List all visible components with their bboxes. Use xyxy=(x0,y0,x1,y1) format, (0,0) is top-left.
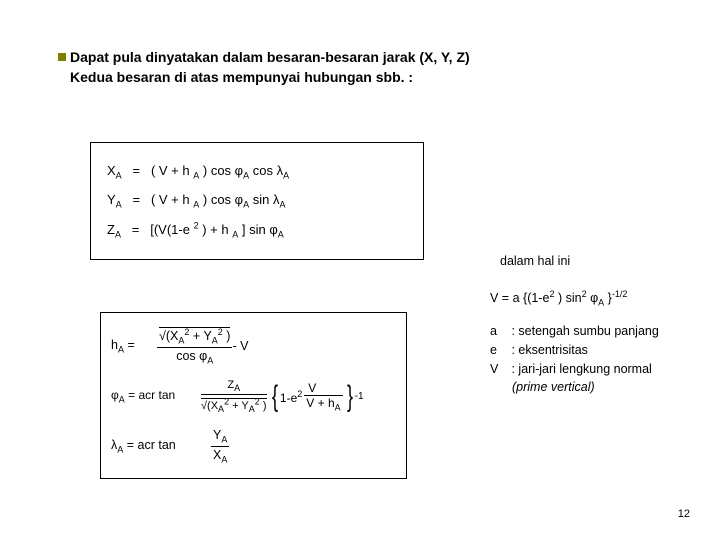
phiA-X2: 2 xyxy=(224,396,229,406)
phiA-1e2: 1-e2 xyxy=(280,389,302,405)
heading-line2: Kedua besaran di atas mempunyai hubungan… xyxy=(70,69,413,85)
dalam-hal-ini: dalam hal ini xyxy=(500,252,570,271)
eq2-sub: A xyxy=(116,200,122,210)
equations-box-1: XA = ( V + h A ) cos φA cos λA YA = ( V … xyxy=(90,142,424,260)
eq3-lhs: Z xyxy=(107,222,115,237)
hA-den-A: A xyxy=(207,355,213,365)
v-d: φ xyxy=(590,291,598,305)
v-b: a {(1-e xyxy=(513,291,550,305)
hA-num-post: ) xyxy=(226,329,230,343)
hA-frac: √(XA2 + YA2 ) cos φA xyxy=(157,327,232,365)
eq-ya: YA = ( V + h A ) cos φA sin λA xyxy=(107,186,407,215)
eq2-r-a: ( V + h xyxy=(151,192,193,207)
eq-xa: XA = ( V + h A ) cos φA cos λA xyxy=(107,157,407,186)
equations-box-2: hA = √(XA2 + YA2 ) cos φA - V φA = acr t xyxy=(100,312,407,479)
eq1-r-b: ) cos φ xyxy=(203,163,243,178)
eq1-sub: A xyxy=(116,171,122,181)
lamA-XA: A xyxy=(221,454,227,464)
e-label: e xyxy=(490,341,508,360)
phiA-e2: 2 xyxy=(297,389,302,399)
eq3-r-c: ] sin φ xyxy=(242,222,278,237)
eq1-r-a: ( V + h xyxy=(151,163,193,178)
hA-num-pre: √(X xyxy=(159,329,178,343)
eq3-phiA: A xyxy=(278,229,284,239)
bracket-r: } xyxy=(347,385,353,409)
phiA-den-mid: + Y xyxy=(232,400,249,412)
eq3-hA: A xyxy=(232,229,238,239)
eq1-phiA: A xyxy=(243,171,249,181)
eq2-r-c: sin λ xyxy=(253,192,280,207)
phiA-ZA: A xyxy=(234,383,240,393)
hA-X2: 2 xyxy=(184,327,189,337)
eq2-hA: A xyxy=(193,200,199,210)
v-c: ) sin xyxy=(558,291,582,305)
hA-XA: A xyxy=(178,336,184,346)
phiA-VhA: V + h xyxy=(306,396,334,410)
hA-Y2: 2 xyxy=(218,327,223,337)
page-number: 12 xyxy=(678,508,690,520)
eq2-lhs: Y xyxy=(107,192,116,207)
phiA-eq: = acr tan xyxy=(128,388,175,402)
a-label: a xyxy=(490,322,508,341)
v-phiA: A xyxy=(598,298,604,308)
lamA-eq: = acr tan xyxy=(127,438,176,452)
V-label: V xyxy=(490,360,508,379)
bracket-l: { xyxy=(272,385,278,409)
phiA-VhA-sub: A xyxy=(335,402,341,412)
eq2-phiA: A xyxy=(243,200,249,210)
hA-den: cos φ xyxy=(176,349,207,363)
bullet xyxy=(58,53,66,61)
phiA-tail: -1 xyxy=(355,391,364,402)
eq3-e2: 2 xyxy=(194,220,199,230)
v-e2: 2 xyxy=(549,289,554,299)
symbol-legend: a : setengah sumbu panjang e : eksentris… xyxy=(490,322,700,397)
v-definition: V = a {(1-e2 ) sin2 φA }-1/2 xyxy=(490,288,627,310)
V-text-b: (prime vertical) xyxy=(512,380,595,394)
v-a: V = xyxy=(490,291,513,305)
lamA-frac: YA XA xyxy=(211,428,229,464)
phiA-V: V xyxy=(308,381,316,395)
phiA-Y2: 2 xyxy=(255,396,260,406)
phiA-lhs: φ xyxy=(111,388,119,402)
eq1-lhs: X xyxy=(107,163,116,178)
hA-sub: A xyxy=(118,344,124,354)
eq-hA: hA = √(XA2 + YA2 ) cos φA - V xyxy=(111,327,396,365)
lamA-YA: A xyxy=(221,435,227,445)
eq3-r-a: [(V(1-e xyxy=(150,222,193,237)
V-text-a: : jari-jari lengkung normal xyxy=(511,362,651,376)
phiA-outer-frac: V V + hA xyxy=(304,381,342,412)
phiA-sub: A xyxy=(119,395,125,405)
dalam-text: dalam hal ini xyxy=(500,254,570,268)
eq3-r-b: ) + h xyxy=(202,222,232,237)
v-exp: -1/2 xyxy=(612,289,628,299)
hA-tail: - V xyxy=(232,339,248,353)
phiA-den-pre: √(X xyxy=(201,400,218,412)
eq1-lamA: A xyxy=(283,171,289,181)
a-text: : setengah sumbu panjang xyxy=(511,324,658,338)
eq2-r-b: ) cos φ xyxy=(203,192,243,207)
heading: Dapat pula dinyatakan dalam besaran-besa… xyxy=(70,48,470,87)
lamA-sub: A xyxy=(117,444,123,454)
eq1-hA: A xyxy=(193,171,199,181)
hA-YA: A xyxy=(212,336,218,346)
heading-line1: Dapat pula dinyatakan dalam besaran-besa… xyxy=(70,49,470,65)
phiA-1e: 1-e xyxy=(280,391,297,405)
e-text: : eksentrisitas xyxy=(511,343,587,357)
eq-za: ZA = [(V(1-e 2 ) + h A ] sin φA xyxy=(107,216,407,245)
eq1-r-c: cos λ xyxy=(253,163,283,178)
eq3-sub: A xyxy=(115,229,121,239)
v-sin2: 2 xyxy=(582,289,587,299)
eq2-lamA: A xyxy=(279,200,285,210)
hA-eq: = xyxy=(127,338,134,352)
hA-lhs: h xyxy=(111,338,118,352)
phiA-inner-frac: ZA √(XA2 + YA2 ) xyxy=(201,379,267,414)
eq-lamA: λA = acr tan YA XA xyxy=(111,428,396,464)
eq-phiA: φA = acr tan ZA √(XA2 + YA2 ) { 1-e2 xyxy=(111,379,396,414)
hA-num-mid: + Y xyxy=(193,329,212,343)
phiA-den-post: ) xyxy=(263,400,267,412)
